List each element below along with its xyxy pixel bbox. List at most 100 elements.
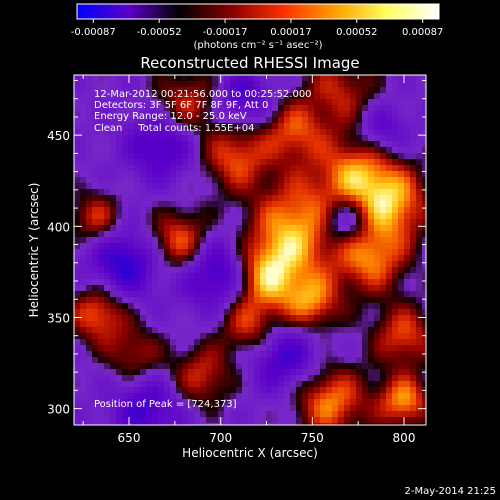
heatmap-cell [86,177,92,183]
heatmap-cell [302,165,308,171]
heatmap-cell [188,279,194,285]
heatmap-cell [98,171,104,177]
heatmap-cell [272,303,278,309]
heatmap-cell [392,147,398,153]
heatmap-cell [176,147,182,153]
heatmap-cell [170,99,176,105]
heatmap-cell [152,207,158,213]
heatmap-cell [326,261,332,267]
heatmap-cell [398,87,404,93]
heatmap-cell [374,285,380,291]
heatmap-cell [236,327,242,333]
heatmap-cell [416,135,422,141]
heatmap-cell [122,333,128,339]
heatmap-cell [314,213,320,219]
heatmap-cell [140,93,146,99]
heatmap-cell [200,387,206,393]
heatmap-cell [176,285,182,291]
heatmap-cell [80,315,86,321]
heatmap-cell [308,135,314,141]
heatmap-cell [194,381,200,387]
heatmap-cell [320,369,326,375]
heatmap-cell [392,93,398,99]
heatmap-cell [284,351,290,357]
heatmap-cell [254,111,260,117]
heatmap-cell [122,153,128,159]
heatmap-cell [122,189,128,195]
heatmap-cell [236,87,242,93]
heatmap-cell [320,219,326,225]
heatmap-cell [320,363,326,369]
heatmap-cell [302,399,308,405]
heatmap-cell [158,135,164,141]
heatmap-cell [224,177,230,183]
heatmap-cell [332,321,338,327]
heatmap-cell [422,273,426,279]
heatmap-cell [80,153,86,159]
heatmap-cell [266,327,272,333]
heatmap-cell [416,363,422,369]
heatmap-cell [134,333,140,339]
heatmap-cell [176,183,182,189]
heatmap-cell [386,291,392,297]
heatmap-cell [92,315,98,321]
heatmap-cell [104,213,110,219]
heatmap-cell [332,333,338,339]
heatmap-cell [134,237,140,243]
heatmap-cell [116,297,122,303]
heatmap-cell [344,183,350,189]
heatmap-cell [176,423,182,425]
heatmap-cell [86,267,92,273]
heatmap-cell [344,87,350,93]
heatmap-cell [356,285,362,291]
heatmap-cell [344,141,350,147]
heatmap-cell [416,351,422,357]
heatmap-cell [236,99,242,105]
heatmap-cell [344,165,350,171]
heatmap-cell [74,177,80,183]
heatmap-cell [146,219,152,225]
heatmap-cell [116,99,122,105]
heatmap-cell [344,237,350,243]
heatmap-cell [260,237,266,243]
heatmap-cell [380,117,386,123]
heatmap-cell [410,195,416,201]
heatmap-cell [158,183,164,189]
heatmap-cell [338,351,344,357]
heatmap-cell [128,141,134,147]
heatmap-cell [110,75,116,81]
heatmap-cell [308,393,314,399]
heatmap-cell [194,117,200,123]
heatmap-cell [368,417,374,423]
heatmap-cell [296,321,302,327]
heatmap-cell [362,399,368,405]
heatmap-cell [92,105,98,111]
heatmap-cell [164,111,170,117]
heatmap-cell [224,279,230,285]
heatmap-cell [344,297,350,303]
heatmap-cell [374,339,380,345]
heatmap-cell [332,201,338,207]
heatmap-cell [272,249,278,255]
heatmap-cell [140,303,146,309]
heatmap-cell [242,207,248,213]
heatmap-cell [296,399,302,405]
heatmap-cell [356,225,362,231]
heatmap-cell [248,165,254,171]
heatmap-cell [386,129,392,135]
heatmap-cell [152,189,158,195]
heatmap-cell [350,237,356,243]
heatmap-cell [320,243,326,249]
heatmap-cell [392,213,398,219]
heatmap-cell [422,303,426,309]
heatmap-cell [362,171,368,177]
heatmap-cell [74,381,80,387]
heatmap-cell [350,165,356,171]
heatmap-cell [404,201,410,207]
heatmap-cell [344,339,350,345]
heatmap-cell [218,309,224,315]
heatmap-cell [158,195,164,201]
heatmap-cell [410,405,416,411]
heatmap-cell [248,405,254,411]
heatmap-cell [116,381,122,387]
